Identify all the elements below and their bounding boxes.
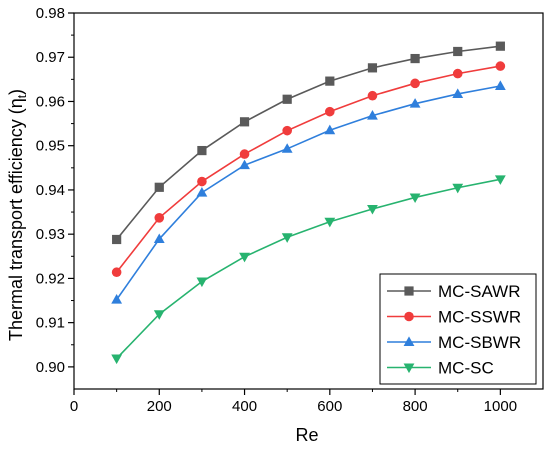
- data-point-mc-sawr: [410, 53, 420, 64]
- data-point-mc-sbwr: [239, 159, 250, 170]
- data-point-mc-sswr: [154, 213, 165, 223]
- data-point-mc-sswr: [495, 61, 506, 71]
- series-line-mc-sbwr: [115, 85, 501, 301]
- data-point-mc-sc: [281, 233, 293, 243]
- x-tick-label: 1000: [484, 398, 517, 415]
- x-tick-label: 400: [232, 398, 257, 415]
- data-point-mc-sswr: [282, 125, 292, 136]
- data-point-mc-sc: [452, 183, 464, 194]
- data-point-mc-sc: [494, 175, 506, 185]
- series-mc-sc: [111, 175, 506, 365]
- data-point-mc-sc: [239, 252, 250, 263]
- legend-label-mc-sbwr: MC-SBWR: [438, 333, 521, 352]
- legend-marker-mc-sswr: [404, 311, 414, 322]
- legend-label-mc-sawr: MC-SAWR: [438, 282, 520, 301]
- data-point-mc-sc: [111, 354, 123, 365]
- data-point-mc-sbwr: [494, 80, 506, 90]
- y-tick-label: 0.96: [36, 93, 65, 110]
- data-point-mc-sbwr: [153, 233, 165, 244]
- plot-area: 0 200 400 600 800 1000 0.90 0.91 0.92 0.93 0.94 0.9…: [36, 5, 544, 415]
- series-line-mc-sc: [116, 178, 501, 360]
- data-point-mc-sc: [153, 310, 165, 320]
- x-tick-label: 800: [403, 398, 428, 415]
- data-point-mc-sbwr: [111, 294, 123, 304]
- data-point-mc-sc: [196, 277, 208, 288]
- series-mc-sbwr: [111, 80, 506, 304]
- y-tick-label: 0.93: [36, 226, 65, 243]
- y-tick-label: 0.97: [36, 49, 65, 66]
- x-axis-title: Re: [295, 425, 318, 445]
- data-point-mc-sswr: [367, 90, 378, 101]
- data-point-mc-sawr: [495, 41, 505, 51]
- data-point-mc-sc: [409, 193, 421, 204]
- y-tick-label: 0.95: [36, 138, 65, 155]
- data-point-mc-sawr: [367, 63, 378, 73]
- data-point-mc-sbwr: [324, 124, 336, 135]
- series-line-mc-sswr: [116, 65, 501, 273]
- y-tick-label: 0.98: [36, 5, 65, 22]
- x-tick-label: 200: [147, 398, 172, 415]
- x-tick-label: 0: [70, 398, 78, 415]
- legend: MC-SAWR MC-SSWR MC-SBWR MC-SC: [379, 273, 537, 385]
- y-axis-title-group: Thermal transport efficiency (ηt): [6, 89, 29, 341]
- y-tick-label: 0.92: [36, 270, 65, 287]
- legend-label-mc-sswr: MC-SSWR: [438, 308, 521, 327]
- y-tick-label: 0.91: [36, 315, 65, 332]
- y-tick-label: 0.94: [36, 182, 65, 199]
- plot-frame: [73, 12, 544, 390]
- data-point-mc-sawr: [325, 76, 335, 86]
- data-point-mc-sawr: [197, 145, 207, 156]
- data-point-mc-sbwr: [281, 143, 293, 153]
- y-axis-title-close: ): [6, 89, 26, 95]
- series-mc-sswr: [111, 61, 506, 278]
- data-point-mc-sbwr: [367, 110, 378, 120]
- data-point-mc-sawr: [112, 234, 122, 245]
- y-axis-title-subscript: t: [15, 94, 29, 98]
- data-point-mc-sc: [324, 217, 336, 228]
- y-axis-title-main: Thermal transport efficiency (η: [6, 98, 26, 341]
- data-point-mc-sswr: [111, 267, 122, 278]
- y-axis-title: Thermal transport efficiency (ηt): [6, 89, 29, 341]
- data-point-mc-sswr: [239, 149, 250, 159]
- data-point-mc-sawr: [453, 46, 463, 57]
- data-point-mc-sbwr: [409, 98, 421, 108]
- data-point-mc-sswr: [452, 68, 463, 79]
- legend-marker-mc-sawr: [404, 286, 414, 296]
- series-mc-sawr: [112, 41, 505, 245]
- series-line-mc-sawr: [116, 45, 501, 240]
- data-point-mc-sswr: [325, 106, 335, 117]
- data-point-mc-sswr: [410, 78, 420, 89]
- data-point-mc-sbwr: [452, 88, 464, 98]
- x-tick-label: 600: [317, 398, 342, 415]
- data-point-mc-sc: [367, 204, 378, 215]
- data-point-mc-sswr: [197, 176, 207, 187]
- legend-label-mc-sc: MC-SC: [438, 359, 494, 378]
- legend-marker-mc-sc: [403, 363, 415, 374]
- data-point-mc-sbwr: [196, 186, 208, 197]
- data-point-mc-sawr: [154, 182, 164, 192]
- data-point-mc-sawr: [239, 117, 250, 127]
- y-tick-label: 0.90: [36, 359, 65, 376]
- data-point-mc-sawr: [282, 94, 292, 104]
- legend-marker-mc-sbwr: [403, 336, 415, 346]
